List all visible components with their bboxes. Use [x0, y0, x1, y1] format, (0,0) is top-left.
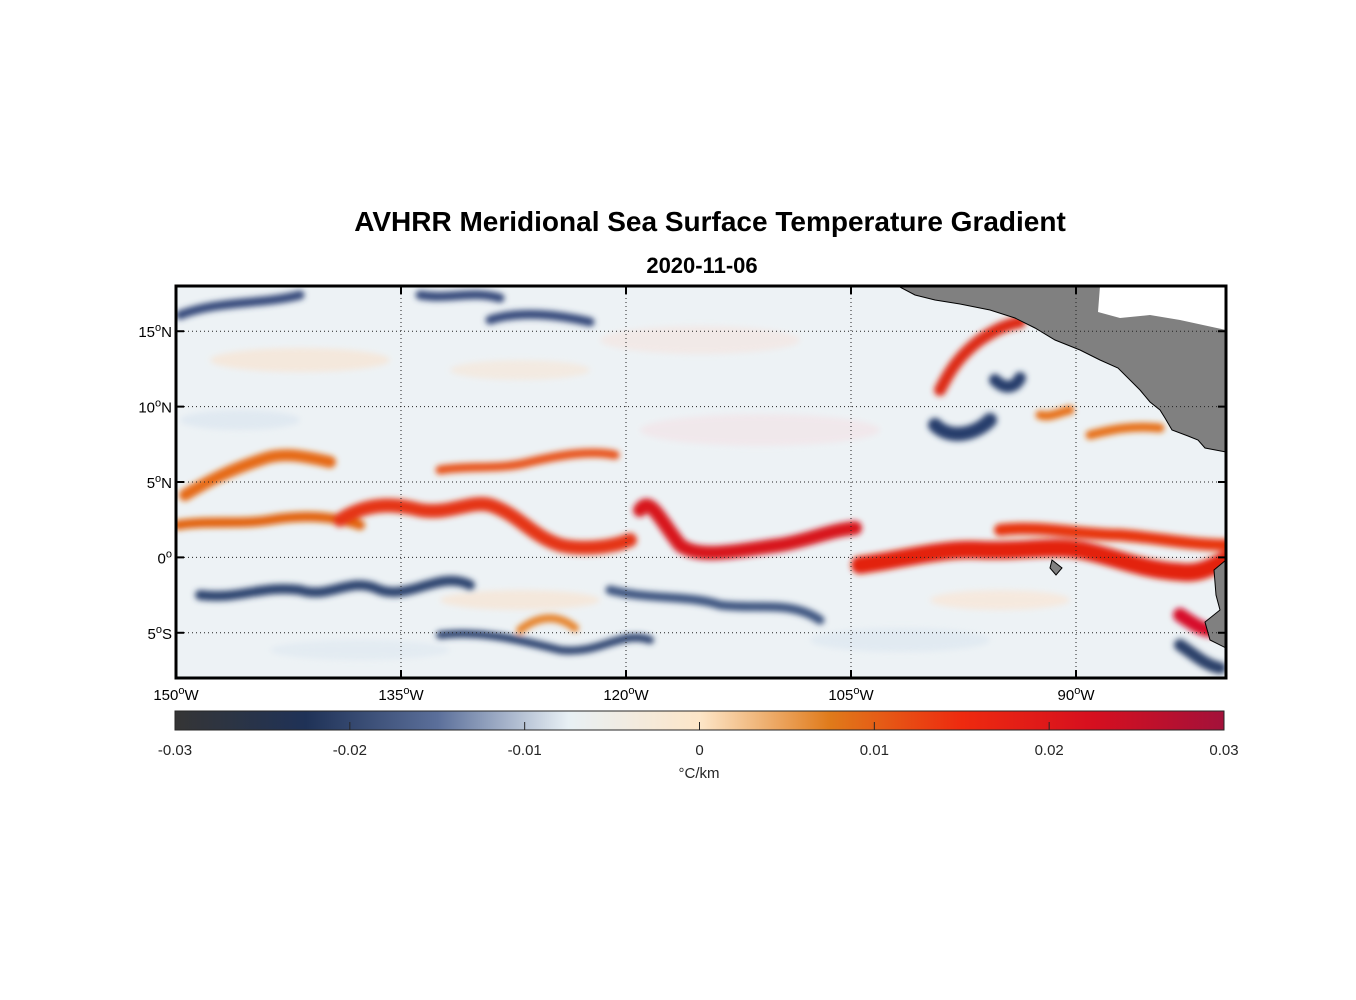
- front-positive-ne-patches: [1035, 405, 1165, 440]
- central-america-white-gap: [1098, 286, 1226, 330]
- gradient-field: [176, 286, 1226, 678]
- south-america-land: [1204, 559, 1226, 649]
- land: [897, 286, 1226, 649]
- gridlines: [176, 286, 1226, 678]
- latitude-labels: 15oN 10oN 5oN 0o 5oS: [138, 322, 172, 643]
- front-positive-east-upper: [994, 522, 1226, 551]
- front-positive-east: [851, 539, 1226, 582]
- colorbar-tick-label: 0.03: [1209, 742, 1238, 759]
- colorbar-tick-label: -0.01: [508, 742, 542, 759]
- lat-label: 15oN: [138, 322, 172, 341]
- lat-label: 10oN: [138, 398, 172, 417]
- front-positive-west-upper: [179, 449, 336, 501]
- lon-label: 105oW: [828, 685, 874, 704]
- axis-ticks: [175, 286, 1226, 678]
- lat-label: 0o: [158, 548, 172, 567]
- front-negative-south-west: [195, 575, 475, 601]
- longitude-labels: 150oW 135oW 120oW 105oW 90oW: [153, 685, 1095, 704]
- colorbar-unit: °C/km: [679, 765, 720, 782]
- front-negative-south-mid: [436, 629, 654, 655]
- front-positive-west-lower: [176, 511, 365, 530]
- lon-label: 90oW: [1058, 685, 1096, 704]
- front-negative-eddy: [928, 413, 997, 442]
- central-america-land: [897, 286, 1226, 453]
- front-lines: [176, 290, 1226, 674]
- lat-label: 5oN: [147, 473, 172, 492]
- front-positive-sw-arc: [516, 614, 579, 634]
- front-positive-north-band: [435, 448, 620, 475]
- colorbar-tick-label: -0.02: [333, 742, 367, 759]
- colorbar-tick-label: -0.03: [158, 742, 192, 759]
- lon-label: 135oW: [378, 685, 424, 704]
- front-positive-mid-2: [633, 498, 862, 560]
- lon-label: 150oW: [153, 685, 199, 704]
- colorbar-tick-label: 0: [695, 742, 703, 759]
- weak-gradient-patches: [180, 326, 1070, 660]
- map-subtitle: 2020-11-06: [646, 253, 758, 278]
- front-negative-eddy2: [989, 372, 1026, 393]
- lon-label: 120oW: [603, 685, 649, 704]
- front-positive-mid-1: [333, 497, 637, 555]
- front-negative-south-mid2: [605, 585, 825, 625]
- lat-label: 5oS: [148, 624, 172, 643]
- colorbar-tick-label: 0.02: [1035, 742, 1064, 759]
- galapagos-island: [1049, 559, 1063, 576]
- colorbar-ticks: -0.03 -0.02 -0.01 0 0.01 0.02 0.03: [158, 722, 1239, 759]
- front-negative-north: [176, 290, 595, 327]
- front-negative-se: [1174, 639, 1226, 674]
- front-positive-north-coastal: [934, 316, 1026, 396]
- map-title: AVHRR Meridional Sea Surface Temperature…: [354, 206, 1066, 237]
- colorbar-tick-label: 0.01: [860, 742, 889, 759]
